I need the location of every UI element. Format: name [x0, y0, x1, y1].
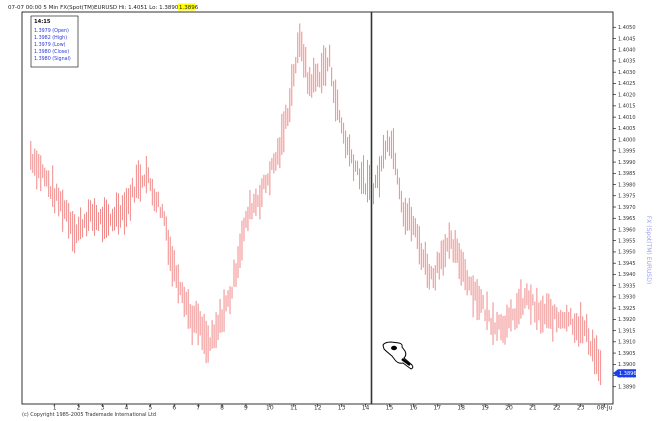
- y-tick-label: 1.3930: [618, 295, 636, 301]
- x-tick-label: 6: [172, 405, 176, 412]
- x-tick-label: 08-Ju: [597, 405, 613, 412]
- header-highlight-background: [178, 3, 195, 11]
- x-tick-label: 4: [125, 405, 129, 412]
- y-tick-label: 1.3980: [618, 182, 636, 188]
- chart-header: 07-07 00:00 5 Min FX(Spot(TM)EURUSD Hi: …: [8, 3, 199, 11]
- price-bars: [30, 23, 602, 386]
- y-tick-label: 1.4020: [618, 92, 636, 98]
- x-tick-label: 19: [481, 405, 489, 412]
- y-tick-label: 1.3985: [618, 171, 636, 177]
- y-tick-label: 1.3950: [618, 250, 636, 256]
- x-tick-label: 2: [77, 405, 81, 412]
- y-tick-label: 1.4050: [618, 25, 636, 31]
- x-axis: 1 2 3 4 5 6 7 8 9 10 11 12 13 14 15 16 17 18 19 20 21 22 23 08-…: [53, 404, 613, 412]
- info-close: 1.3980 (Close): [34, 49, 69, 55]
- current-price-marker-value: 1.3896: [619, 371, 637, 377]
- y-tick-label: 1.3975: [618, 194, 636, 200]
- pointing-hand-with-eye-icon: [382, 341, 414, 370]
- y-tick-label: 1.3940: [618, 272, 636, 278]
- y-tick-label: 1.4015: [618, 104, 636, 110]
- info-signal: 1.3980 (Signal): [34, 56, 71, 62]
- x-tick-label: 11: [290, 405, 298, 412]
- y-tick-label: 1.3965: [618, 216, 636, 222]
- y-tick-label: 1.4000: [618, 137, 636, 143]
- x-tick-label: 23: [577, 405, 585, 412]
- y-tick-label: 1.3900: [618, 362, 636, 368]
- x-tick-label: 15: [386, 405, 394, 412]
- y-tick-label: 1.3925: [618, 306, 636, 312]
- info-time: 14:15: [34, 19, 51, 25]
- y-tick-label: 1.4040: [618, 48, 636, 54]
- y-tick-label: 1.3955: [618, 239, 636, 245]
- y-tick-label: 1.3970: [618, 205, 636, 211]
- x-tick-label: 1: [53, 405, 57, 412]
- x-tick-label: 9: [244, 405, 248, 412]
- y-axis: 1.4050 1.4045 1.4040 1.4035 1.4030 1.4025 1.40…: [613, 25, 636, 391]
- info-high: 1.3982 (High): [34, 35, 67, 41]
- x-tick-label: 8: [220, 405, 224, 412]
- x-tick-label: 10: [266, 405, 274, 412]
- x-tick-label: 3: [101, 405, 105, 412]
- x-tick-label: 20: [505, 405, 513, 412]
- info-box: 14:15 1.3979 (Open) 1.3982 (High) 1.3979…: [30, 15, 79, 68]
- x-tick-label: 22: [553, 405, 561, 412]
- y-tick-label: 1.4025: [618, 81, 636, 87]
- y-tick-label: 1.4005: [618, 126, 636, 132]
- y-tick-label: 1.3945: [618, 261, 636, 267]
- y-tick-label: 1.3995: [618, 149, 636, 155]
- x-tick-label: 16: [410, 405, 418, 412]
- header-highlight-value: 1.3896: [179, 5, 199, 11]
- instrument-side-label: FX (Spot(TM) EURUSD): [645, 216, 652, 284]
- x-tick-label: 7: [196, 405, 200, 412]
- x-tick-label: 12: [314, 405, 322, 412]
- y-tick-label: 1.4035: [618, 59, 636, 65]
- header-text: 07-07 00:00 5 Min FX(Spot(TM)EURUSD Hi: …: [8, 5, 179, 11]
- x-tick-label: 17: [433, 405, 441, 412]
- y-tick-label: 1.3905: [618, 351, 636, 357]
- info-low: 1.3979 (Low): [34, 42, 66, 48]
- y-tick-label: 1.3960: [618, 227, 636, 233]
- current-price-marker: 1.3896: [613, 369, 637, 378]
- x-tick-label: 13: [338, 405, 346, 412]
- y-tick-label: 1.3910: [618, 340, 636, 346]
- x-tick-label: 21: [529, 405, 537, 412]
- y-tick-label: 1.3915: [618, 328, 636, 334]
- y-tick-label: 1.4010: [618, 115, 636, 121]
- info-open: 1.3979 (Open): [34, 28, 69, 34]
- y-tick-label: 1.4030: [618, 70, 636, 76]
- y-tick-label: 1.3935: [618, 283, 636, 289]
- x-tick-label: 5: [148, 405, 152, 412]
- y-tick-label: 1.4045: [618, 36, 636, 42]
- x-tick-label: 14: [362, 405, 370, 412]
- info-box-frame: [30, 15, 79, 68]
- y-tick-label: 1.3990: [618, 160, 636, 166]
- x-tick-label: 18: [457, 405, 465, 412]
- current-price-marker-shape: [613, 369, 636, 378]
- y-tick-label: 1.3890: [618, 385, 636, 391]
- y-tick-label: 1.3920: [618, 317, 636, 323]
- copyright-footer: (c) Copyright 1985-2005 Trademade Intern…: [22, 412, 156, 418]
